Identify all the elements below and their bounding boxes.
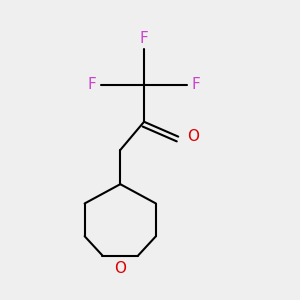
Text: O: O (187, 129, 199, 144)
Text: F: F (88, 77, 97, 92)
Text: F: F (192, 77, 200, 92)
Text: F: F (140, 31, 148, 46)
Text: O: O (114, 261, 126, 276)
